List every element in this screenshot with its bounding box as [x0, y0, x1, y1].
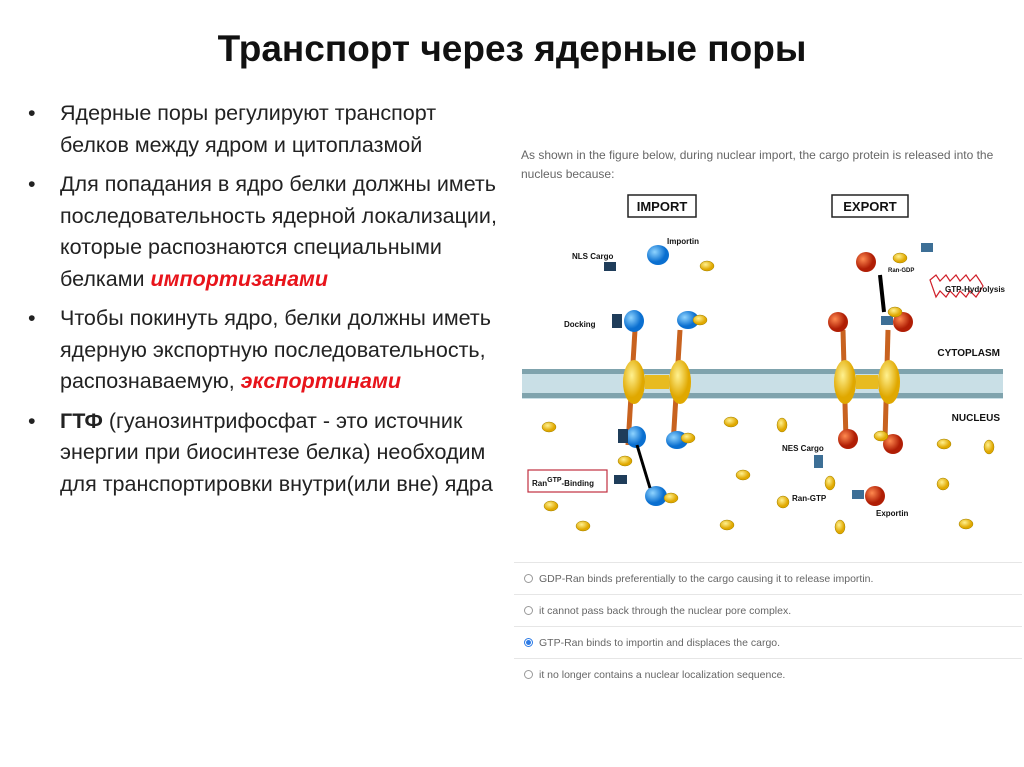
export-pore	[834, 329, 900, 441]
export-label: EXPORT	[843, 199, 897, 214]
ran-gtp-binding-label: RanGTP-Binding	[532, 477, 594, 488]
bullet-text: (гуанозинтрифосфат - это источник энерги…	[60, 408, 493, 496]
ran-gdp-label: Ran-GDP	[888, 268, 914, 274]
option-label: GTP-Ran binds to importin and displaces …	[539, 636, 781, 649]
radio-button[interactable]	[524, 670, 533, 679]
bullet-text: Ядерные поры регулируют транспорт белков…	[60, 101, 437, 157]
bullet-item: Чтобы покинуть ядро, белки должны иметь …	[28, 303, 498, 398]
bullet-list: Ядерные поры регулируют транспорт белков…	[28, 98, 498, 508]
importin-molecules	[604, 245, 699, 506]
slide-title: Транспорт через ядерные поры	[217, 28, 807, 69]
ran-gtp-label: Ran-GTP	[792, 494, 827, 503]
highlight-term: экспортинами	[240, 369, 402, 393]
nls-cargo-label: NLS Cargo	[572, 252, 613, 261]
bullet-item: Для попадания в ядро белки должны иметь …	[28, 169, 498, 295]
option-label: GDP-Ran binds preferentially to the carg…	[539, 572, 874, 585]
export-box	[831, 194, 909, 218]
arrow-icon	[878, 274, 886, 313]
nuclear-membrane	[522, 369, 1003, 399]
docking-label: Docking	[564, 320, 596, 329]
bullet-item: Ядерные поры регулируют транспорт белков…	[28, 98, 498, 161]
answer-option[interactable]: GTP-Ran binds to importin and displaces …	[514, 626, 1022, 658]
bullet-item: ГТФ (гуанозинтрифосфат - это источник эн…	[28, 406, 498, 501]
bold-term: ГТФ	[60, 408, 103, 433]
gtp-hydrolysis-burst	[929, 274, 984, 299]
import-pore	[623, 329, 691, 446]
answer-option[interactable]: it no longer contains a nuclear localiza…	[514, 658, 1022, 690]
answer-option[interactable]: GDP-Ran binds preferentially to the carg…	[514, 562, 1022, 594]
question-text: As shown in the figure below, during nuc…	[521, 148, 994, 181]
radio-button[interactable]	[524, 574, 533, 583]
nes-cargo-label: NES Cargo	[782, 444, 824, 453]
ran-gtp-binding-box	[527, 469, 608, 493]
gtp-hydrolysis-label: GTP-Hydrolysis	[945, 285, 1006, 294]
highlight-term: импортизанами	[150, 266, 329, 291]
nucleus-label: NUCLEUS	[952, 413, 1001, 424]
cytoplasm-label: CYTOPLASM	[937, 348, 1000, 359]
gtp-molecules	[541, 252, 995, 535]
option-label: it cannot pass back through the nuclear …	[539, 604, 792, 617]
exportin-label: Exportin	[876, 509, 909, 518]
exportin-molecules	[814, 243, 933, 506]
radio-button-selected[interactable]	[524, 638, 533, 647]
bullet-text: Чтобы покинуть ядро, белки должны иметь …	[60, 306, 491, 393]
radio-button[interactable]	[524, 606, 533, 615]
option-label: it no longer contains a nuclear localiza…	[539, 668, 786, 681]
arrow-icon	[635, 444, 652, 489]
import-label: IMPORT	[637, 199, 688, 214]
answer-option[interactable]: it cannot pass back through the nuclear …	[514, 594, 1022, 626]
importin-label: Importin	[667, 237, 699, 246]
bullet-text: Для попадания в ядро белки должны иметь …	[60, 172, 497, 291]
import-box	[627, 194, 697, 218]
answer-options: GDP-Ran binds preferentially to the carg…	[514, 562, 1022, 690]
